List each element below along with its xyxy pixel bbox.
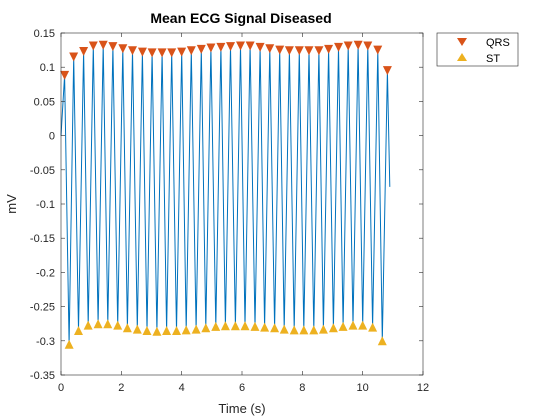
st-marker: [318, 324, 328, 334]
st-marker: [103, 319, 113, 329]
st-marker: [338, 321, 348, 331]
qrs-marker: [382, 66, 392, 76]
y-tick-label: 0: [49, 131, 55, 143]
qrs-marker: [157, 48, 167, 58]
qrs-marker: [186, 46, 196, 56]
st-marker: [162, 326, 172, 336]
qrs-marker: [353, 40, 363, 50]
qrs-marker: [206, 43, 216, 53]
qrs-marker: [235, 41, 245, 51]
qrs-marker: [284, 46, 294, 56]
st-marker: [270, 323, 280, 333]
qrs-marker: [226, 42, 236, 52]
st-marker: [220, 321, 230, 331]
y-tick-label: -0.35: [30, 370, 55, 382]
qrs-marker: [324, 44, 334, 54]
st-marker: [211, 321, 221, 331]
st-marker: [377, 336, 387, 346]
y-tick-label: -0.15: [30, 233, 55, 245]
st-marker: [172, 326, 182, 336]
st-marker: [348, 320, 358, 330]
y-tick-label: -0.1: [36, 199, 55, 211]
st-marker: [260, 322, 270, 332]
qrs-marker: [216, 42, 226, 52]
x-tick-label: 6: [239, 382, 245, 394]
qrs-marker: [275, 45, 285, 55]
st-marker: [289, 325, 299, 335]
qrs-marker: [314, 46, 324, 56]
legend-marker-st: [457, 53, 467, 61]
qrs-marker: [137, 47, 147, 57]
x-tick-label: 10: [357, 382, 369, 394]
y-tick-label: 0.15: [34, 28, 55, 40]
x-tick-label: 8: [299, 382, 305, 394]
y-tick-label: -0.25: [30, 302, 55, 314]
qrs-marker: [177, 47, 187, 57]
legend-box: [436, 32, 519, 67]
legend: QRS ST: [436, 32, 519, 67]
y-tick-label: 0.05: [34, 96, 55, 108]
st-marker: [279, 324, 289, 334]
qrs-marker: [127, 46, 137, 56]
st-marker: [358, 320, 368, 330]
axes: 0 2 4 6 8 10 12 -0.35 -0.3 -0.25 -0.2 -0.15 -0.1 -0.0…: [30, 28, 429, 394]
st-marker: [142, 326, 152, 336]
qrs-marker: [60, 70, 70, 80]
st-marker: [152, 326, 162, 336]
marker-layer: [60, 40, 392, 349]
st-marker: [250, 321, 260, 331]
legend-label-qrs: QRS: [486, 37, 510, 49]
qrs-marker: [265, 44, 275, 54]
st-marker: [201, 323, 211, 333]
qrs-marker: [343, 41, 353, 51]
y-tick-label: -0.2: [36, 267, 55, 279]
qrs-marker: [255, 42, 265, 52]
qrs-marker: [245, 41, 255, 51]
qrs-marker: [304, 46, 314, 56]
qrs-marker: [79, 46, 89, 56]
y-tick-label: -0.3: [36, 336, 55, 348]
x-tick-label: 2: [118, 382, 124, 394]
y-tick-label: 0.1: [40, 62, 55, 74]
qrs-marker: [88, 41, 98, 51]
st-marker: [309, 325, 319, 335]
st-marker: [191, 324, 201, 334]
qrs-marker: [69, 52, 79, 62]
x-tick-label: 0: [58, 382, 64, 394]
st-marker: [122, 323, 132, 333]
st-marker: [240, 321, 250, 331]
st-marker: [299, 325, 309, 335]
st-marker: [64, 339, 74, 349]
qrs-marker: [334, 42, 344, 52]
st-marker: [83, 320, 93, 330]
qrs-marker: [294, 46, 304, 56]
st-marker: [132, 324, 142, 334]
y-tick-label: -0.05: [30, 165, 55, 177]
st-marker: [230, 321, 240, 331]
qrs-marker: [363, 41, 373, 51]
st-marker: [328, 323, 338, 333]
st-marker: [93, 319, 103, 329]
st-marker: [181, 325, 191, 335]
x-axis-label: Time (s): [218, 401, 265, 416]
qrs-marker: [373, 45, 383, 55]
st-marker: [113, 320, 123, 330]
qrs-marker: [167, 48, 177, 58]
x-tick-label: 12: [417, 382, 429, 394]
st-marker: [368, 322, 378, 332]
y-axis-label: mV: [4, 194, 19, 214]
legend-marker-qrs: [457, 38, 467, 46]
qrs-marker: [196, 44, 206, 54]
x-tick-label: 4: [179, 382, 185, 394]
qrs-marker: [118, 44, 128, 54]
chart-title: Mean ECG Signal Diseased: [150, 10, 331, 26]
qrs-marker: [98, 40, 108, 50]
st-marker: [73, 326, 83, 336]
qrs-marker: [147, 48, 157, 58]
legend-label-st: ST: [486, 53, 500, 65]
qrs-marker: [108, 42, 118, 52]
